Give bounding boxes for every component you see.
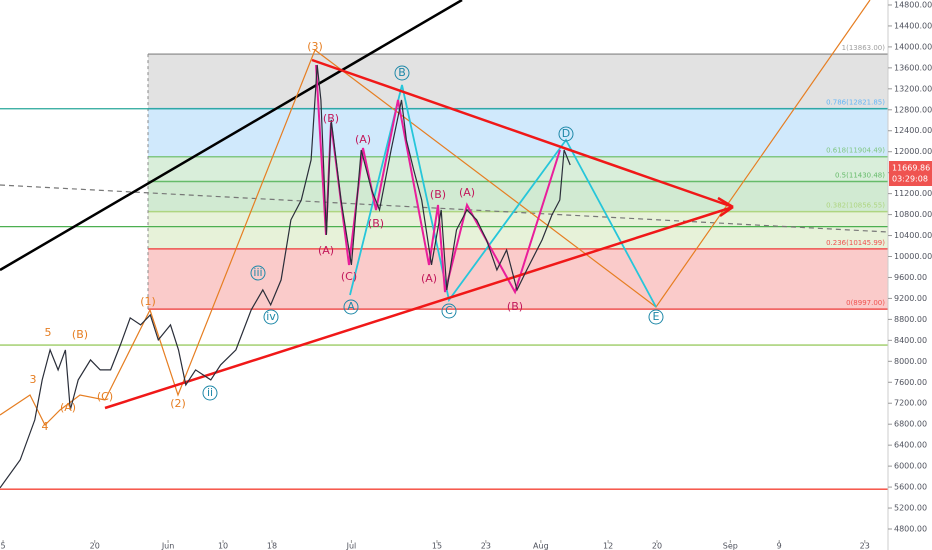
y-tick-label: 5200.00 — [894, 504, 927, 513]
y-tick-label: 12800.00 — [894, 105, 932, 114]
wave-label: (A) — [421, 272, 437, 285]
wave-circle — [648, 309, 664, 325]
wave-label: ii — [207, 386, 213, 399]
fib-label: 0.618(11904.49) — [826, 147, 885, 155]
y-tick-label: 6000.00 — [894, 462, 927, 471]
wave-label: iii — [253, 266, 262, 279]
wave-label: (2) — [170, 397, 186, 410]
wave-label: (C) — [97, 390, 113, 403]
y-tick-label: 12000.00 — [894, 147, 932, 156]
y-tick-label: 7200.00 — [894, 399, 927, 408]
wave-circle — [394, 65, 410, 81]
y-tick-label: 12400.00 — [894, 126, 932, 135]
y-tick-label: 10800.00 — [894, 210, 932, 219]
y-tick-label: 14800.00 — [894, 0, 932, 9]
y-tick-label: 7600.00 — [894, 378, 927, 387]
x-tick-label: Jun — [161, 542, 175, 550]
x-tick-label: 18 — [267, 542, 277, 550]
fib-label: 1(13863.00) — [842, 44, 886, 52]
fib-label: 0.382(10856.55) — [826, 202, 885, 210]
fib-band — [148, 156, 888, 182]
dashed-trend — [0, 184, 889, 233]
wave-label: iv — [266, 310, 276, 323]
cyan-wave — [349, 84, 657, 308]
wave-label: (A) — [60, 401, 76, 414]
price-line — [0, 64, 571, 489]
red-bottom — [104, 205, 734, 410]
wave-circle — [202, 385, 218, 401]
wave-label: B — [398, 66, 406, 79]
wave-circle — [250, 265, 266, 281]
x-tick-label: 9 — [777, 542, 782, 550]
y-tick-label: 8000.00 — [894, 357, 927, 366]
wave-label: 3 — [30, 373, 37, 386]
y-tick-label: 8400.00 — [894, 336, 927, 345]
wave-label: (B) — [368, 217, 384, 230]
y-tick-label: 6400.00 — [894, 441, 927, 450]
y-axis-bg — [888, 0, 932, 550]
wave-label: (3) — [307, 40, 323, 53]
x-tick-label: 23 — [481, 542, 491, 550]
wave-circle — [343, 299, 359, 315]
x-tick-label: 15 — [432, 542, 442, 550]
wave-label: C — [445, 304, 453, 317]
y-tick-label: 5600.00 — [894, 483, 927, 492]
fib-label: 0.786(12821.85) — [826, 99, 885, 107]
price-tag-timer: 03:29:08 — [892, 175, 928, 184]
wave-label: (A) — [318, 244, 334, 257]
black-trend — [0, 0, 463, 272]
wave-label: (B) — [323, 112, 339, 125]
fib-label: 0.5(11430.48) — [835, 172, 885, 180]
wave-label: (1) — [140, 295, 156, 308]
y-tick-label: 13200.00 — [894, 84, 932, 93]
x-tick-label: 12 — [603, 542, 613, 550]
y-tick-label: 14000.00 — [894, 42, 932, 51]
y-tick-label: 6800.00 — [894, 420, 927, 429]
y-tick-label: 10400.00 — [894, 231, 932, 240]
x-tick-label: 5 — [1, 542, 6, 550]
wave-label: (C) — [341, 270, 357, 283]
y-tick-label: 4800.00 — [894, 524, 927, 533]
wave-label: (B) — [72, 328, 88, 341]
red-top — [311, 58, 734, 209]
arrow-head — [717, 196, 734, 218]
x-tick-label: 10 — [218, 542, 228, 550]
x-tick-label: 23 — [860, 542, 870, 550]
y-tick-label: 9600.00 — [894, 273, 927, 282]
x-tick-label: 20 — [90, 542, 100, 550]
x-tick-label: Aug — [533, 542, 549, 550]
wave-label: 4 — [42, 420, 49, 433]
orange-wave — [0, 0, 871, 427]
wave-circle — [441, 303, 457, 319]
fib-label: 0(8997.00) — [846, 299, 885, 307]
x-tick-label: Jul — [346, 542, 357, 550]
wave-label: A — [347, 300, 355, 313]
y-tick-label: 8800.00 — [894, 315, 927, 324]
wave-label: (B) — [430, 188, 446, 201]
x-tick-label: 20 — [652, 542, 662, 550]
price-tag — [889, 161, 932, 187]
x-tick-label: Sep — [723, 542, 738, 550]
y-tick-label: 9200.00 — [894, 294, 927, 303]
fib-band — [148, 248, 888, 310]
fib-band — [148, 211, 888, 249]
wave-label: D — [562, 127, 570, 140]
x-axis-bg — [0, 540, 888, 550]
y-tick-label: 11200.00 — [894, 189, 932, 198]
wave-label: 5 — [45, 326, 52, 339]
y-tick-label: 14400.00 — [894, 21, 932, 30]
wave-circle — [263, 309, 279, 325]
fib-band — [148, 54, 888, 109]
wave-label: (B) — [507, 300, 523, 313]
wave-label: E — [653, 310, 660, 323]
wave-label: (A) — [355, 133, 371, 146]
wave-circle — [558, 126, 574, 142]
fib-label: 0.236(10145.99) — [826, 239, 885, 247]
wave-label: (A) — [459, 186, 475, 199]
y-tick-label: 13600.00 — [894, 63, 932, 72]
price-tag-label: 11669.86 — [892, 164, 930, 173]
y-tick-label: 10000.00 — [894, 252, 932, 261]
